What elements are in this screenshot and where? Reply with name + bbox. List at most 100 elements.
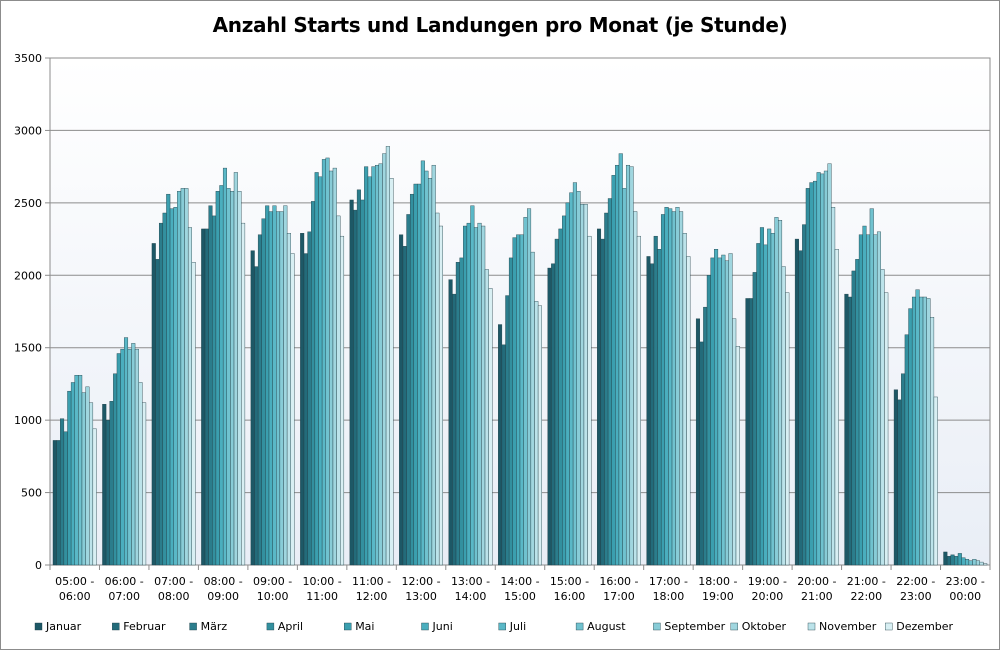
bar	[484, 269, 489, 566]
bar	[721, 254, 726, 566]
bar	[558, 228, 563, 566]
legend-label: Juni	[432, 620, 453, 633]
bar	[417, 183, 422, 566]
bar	[138, 382, 143, 566]
bar	[855, 259, 860, 566]
bar	[957, 553, 962, 566]
bar	[81, 392, 86, 566]
bar	[820, 173, 825, 566]
bar	[805, 188, 810, 566]
bar	[290, 253, 295, 566]
bar	[409, 193, 414, 566]
bar	[745, 298, 750, 566]
bar	[893, 389, 898, 566]
bar	[961, 557, 966, 566]
bar	[131, 343, 136, 566]
x-tick-label: 21:00 -22:00	[847, 575, 886, 603]
bar	[116, 353, 121, 566]
legend-swatch	[885, 622, 893, 631]
bar	[901, 373, 906, 566]
bar	[767, 228, 772, 566]
bar	[481, 225, 486, 566]
bar	[272, 205, 277, 566]
bar	[389, 178, 394, 566]
bar	[679, 211, 684, 566]
bar	[827, 163, 832, 566]
legend-swatch	[575, 622, 584, 631]
bar	[728, 253, 733, 566]
bar	[162, 212, 167, 566]
bar	[587, 235, 592, 566]
bar	[261, 218, 266, 566]
bar	[823, 170, 828, 566]
bar	[622, 188, 627, 566]
legend-swatch	[421, 622, 429, 631]
bar	[551, 263, 556, 566]
bar	[311, 201, 316, 566]
bar	[770, 233, 775, 566]
bar	[455, 262, 460, 566]
bar	[897, 399, 902, 566]
x-tick-label: 23:00 -00:00	[946, 575, 985, 603]
bar	[375, 164, 380, 566]
legend-swatch	[807, 622, 816, 631]
bar	[813, 180, 818, 566]
bar	[230, 191, 235, 566]
bar	[52, 440, 57, 566]
bar	[983, 563, 988, 566]
bar	[241, 222, 246, 566]
legend-swatch	[730, 622, 738, 631]
bar	[979, 561, 984, 566]
bar	[660, 214, 665, 566]
x-tick-label: 20:00 -21:00	[797, 575, 836, 603]
bar	[657, 249, 662, 566]
bar	[562, 215, 567, 566]
bar	[618, 153, 623, 566]
legend-swatch	[498, 622, 506, 631]
x-tick-label: 11:00 -12:00	[352, 575, 391, 603]
bar	[466, 222, 471, 566]
bar	[56, 440, 61, 566]
bar	[816, 172, 821, 566]
bar	[866, 234, 871, 566]
y-tick-label: 3500	[14, 52, 42, 65]
bar	[604, 212, 609, 566]
bar	[664, 206, 669, 566]
bar	[778, 220, 783, 566]
legend-swatch	[653, 622, 661, 631]
bar	[954, 556, 959, 566]
bar	[671, 211, 676, 566]
bar	[250, 250, 255, 566]
bar	[321, 159, 326, 566]
bar	[367, 176, 372, 566]
bar	[325, 157, 330, 566]
bar	[349, 199, 354, 566]
bar	[695, 318, 700, 566]
legend-label: August	[587, 620, 626, 633]
bar	[781, 266, 786, 566]
bar	[554, 238, 559, 566]
bar	[371, 166, 376, 566]
bar	[858, 234, 863, 566]
x-tick-label: 08:00 -09:00	[204, 575, 243, 603]
bar	[862, 225, 867, 566]
bar	[625, 164, 631, 566]
bar	[759, 227, 764, 566]
bar	[473, 227, 478, 566]
bar	[714, 249, 719, 566]
x-tick-label: 06:00 -07:00	[105, 575, 144, 603]
bar	[428, 178, 433, 566]
bar	[184, 188, 189, 566]
bar	[699, 341, 704, 566]
bar	[459, 257, 464, 566]
bar	[831, 206, 836, 566]
y-tick-label: 3000	[14, 124, 42, 137]
bar	[615, 164, 620, 566]
bar	[180, 188, 185, 566]
bar	[600, 238, 605, 566]
bar	[926, 298, 931, 566]
bar	[930, 317, 935, 566]
bar	[166, 193, 171, 566]
bar	[572, 182, 577, 566]
legend-swatch	[344, 622, 352, 631]
